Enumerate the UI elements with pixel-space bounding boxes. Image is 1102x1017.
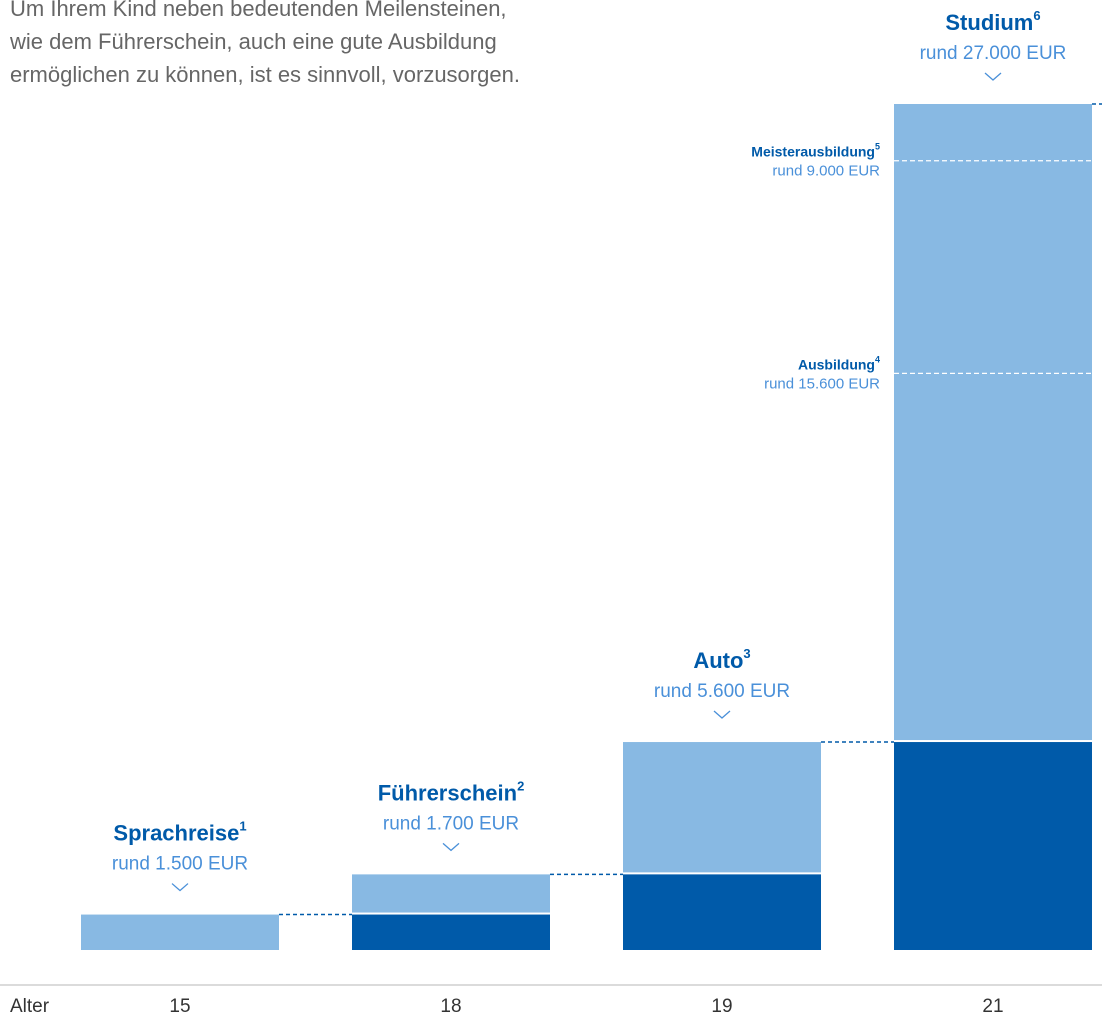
footnote: 5 bbox=[875, 142, 880, 152]
item-name: Ausbildung bbox=[798, 356, 875, 372]
previous-segment bbox=[623, 874, 821, 950]
value-label: rund 5.600 EUR bbox=[654, 681, 790, 702]
footnote: 3 bbox=[743, 646, 750, 661]
previous-segment bbox=[352, 914, 550, 950]
item-name: Meisterausbildung bbox=[751, 143, 875, 159]
footnote: 6 bbox=[1033, 8, 1040, 23]
x-axis-label: Alter bbox=[10, 996, 50, 1017]
chevron bbox=[713, 710, 731, 719]
new-segment bbox=[623, 742, 821, 873]
footnote: 4 bbox=[875, 355, 880, 365]
item-title: Auto3 bbox=[693, 646, 750, 673]
x-tick-label: 19 bbox=[711, 996, 732, 1017]
chevron bbox=[442, 842, 460, 852]
x-tick-label: 18 bbox=[440, 996, 461, 1017]
value-label: rund 27.000 EUR bbox=[920, 43, 1067, 64]
intro-line: wie dem Führerschein, auch eine gute Aus… bbox=[9, 29, 497, 54]
item-title: Studium6 bbox=[945, 8, 1040, 35]
chevron bbox=[984, 72, 1002, 81]
intro: Um Ihrem Kind neben bedeutenden Meilenst… bbox=[9, 0, 520, 87]
new-segment bbox=[352, 874, 550, 913]
item-title: Ausbildung4 bbox=[798, 355, 880, 372]
new-segment bbox=[894, 104, 1092, 741]
footnote: 2 bbox=[517, 778, 524, 793]
previous-segment bbox=[894, 742, 1092, 950]
item-title: Führerschein2 bbox=[378, 778, 525, 805]
intro-line: ermöglichen zu können, ist es sinnvoll, … bbox=[10, 62, 520, 87]
x-tick-label: 15 bbox=[169, 996, 190, 1017]
marker-value-label: rund 9.000 EUR bbox=[772, 163, 880, 180]
item-name: Auto bbox=[693, 648, 743, 673]
value-label: rund 1.700 EUR bbox=[383, 813, 519, 834]
new-segment bbox=[81, 914, 279, 950]
marker-value-label: rund 15.600 EUR bbox=[764, 375, 880, 392]
x-tick-label: 21 bbox=[982, 996, 1003, 1017]
intro-line: Um Ihrem Kind neben bedeutenden Meilenst… bbox=[10, 0, 507, 21]
item-name: Sprachreise bbox=[113, 820, 239, 845]
item-name: Führerschein bbox=[378, 780, 517, 805]
chevron bbox=[171, 883, 189, 892]
item-title: Meisterausbildung5 bbox=[751, 142, 880, 159]
footnote: 1 bbox=[239, 818, 246, 833]
item-name: Studium bbox=[945, 10, 1033, 35]
item-title: Sprachreise1 bbox=[113, 818, 246, 845]
value-label: rund 1.500 EUR bbox=[112, 854, 248, 875]
